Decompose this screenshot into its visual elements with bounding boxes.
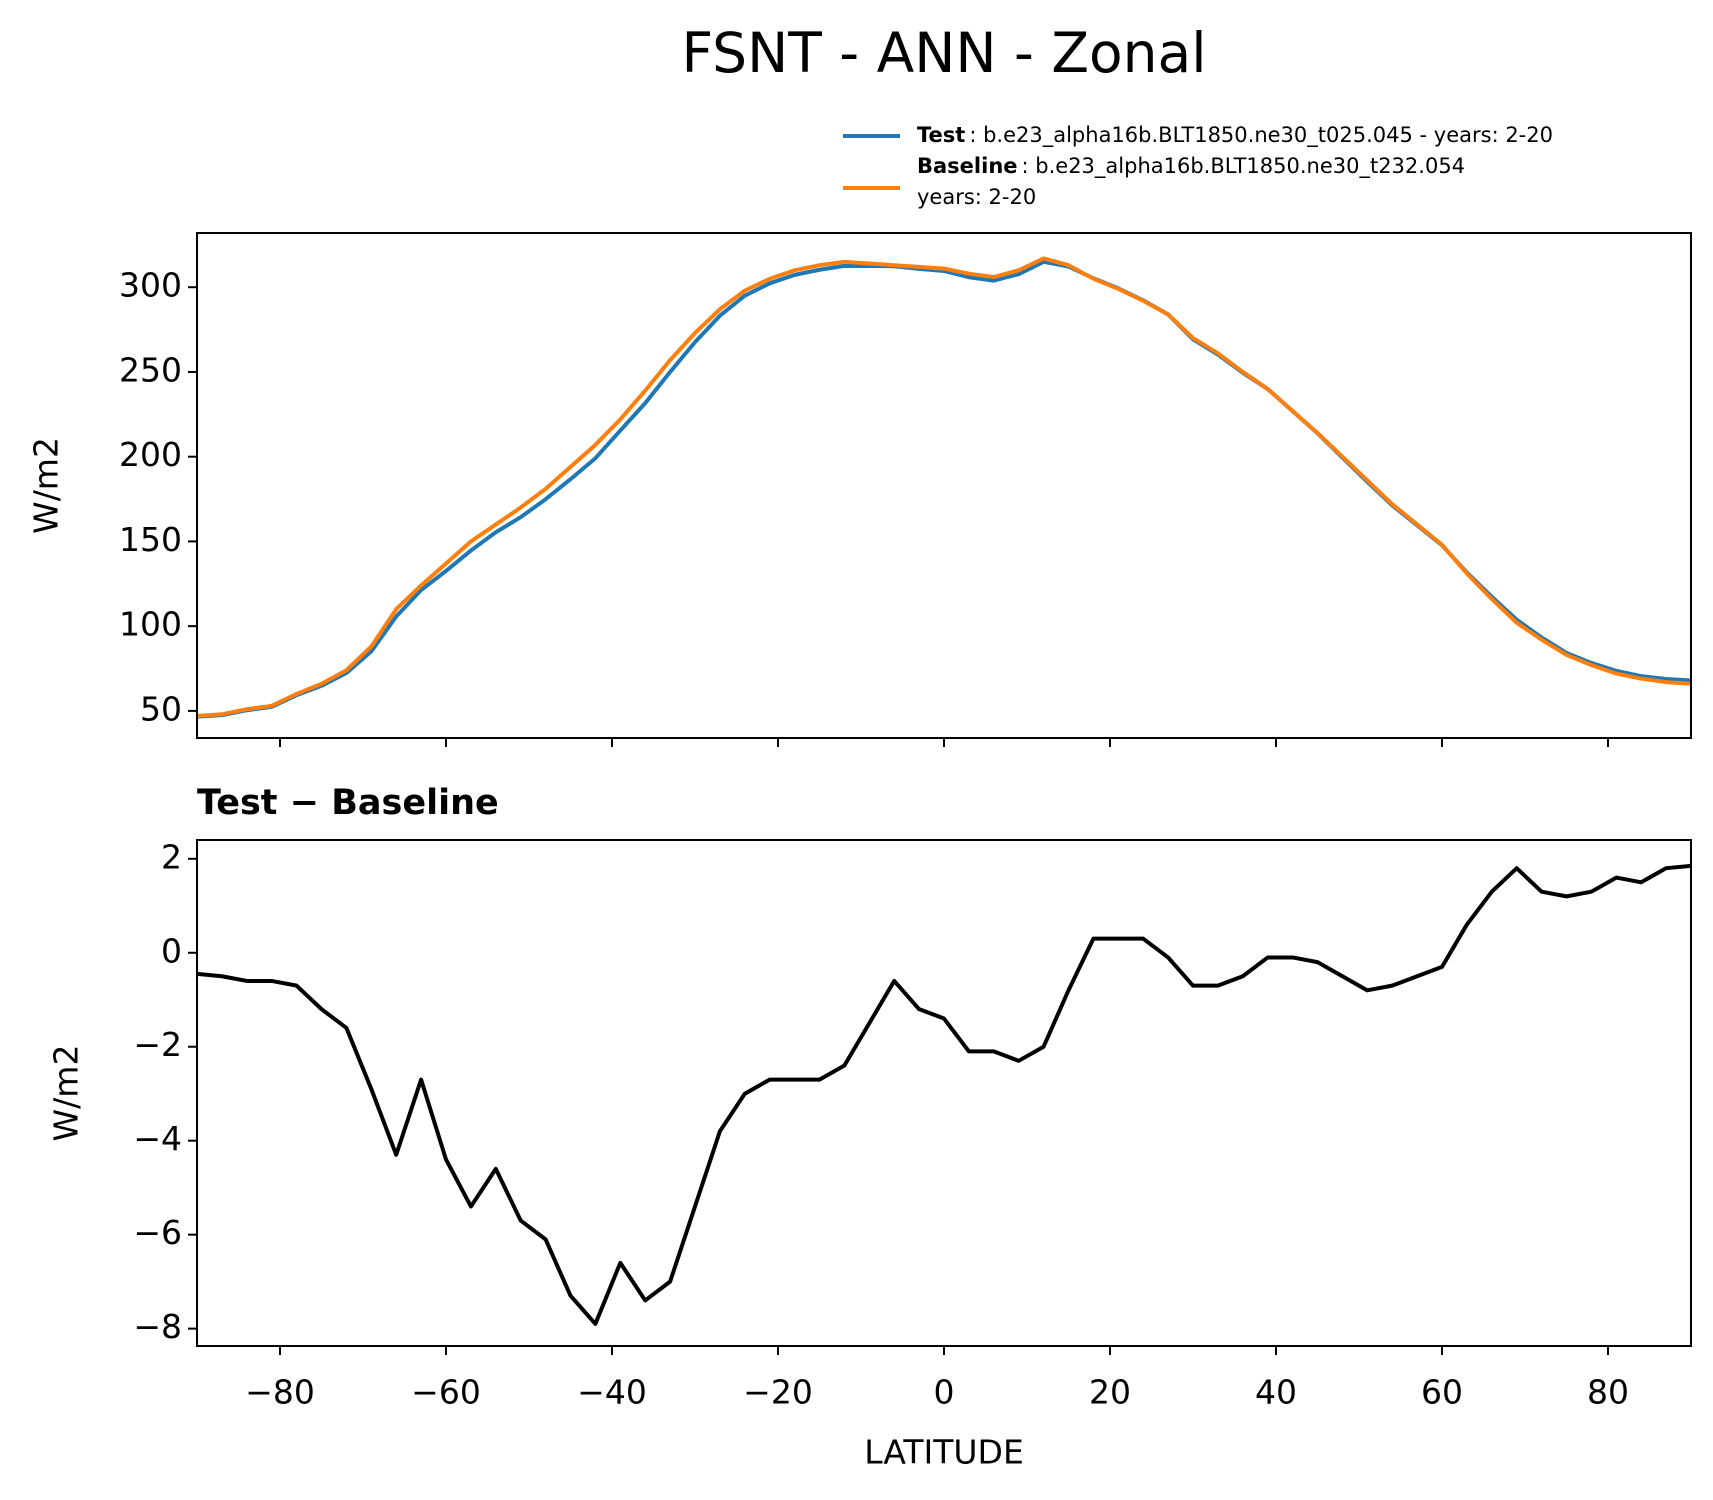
legend-name: Baseline (917, 154, 1018, 178)
x-tick-label: 0 (934, 1373, 955, 1412)
x-tick-label: −20 (743, 1373, 813, 1412)
x-axis-label: LATITUDE (864, 1433, 1024, 1472)
x-tick-label: 40 (1255, 1373, 1297, 1412)
y-tick-label: 0 (161, 931, 182, 970)
data-line (196, 259, 1692, 719)
y-axis-label: W/m2 (47, 1045, 86, 1142)
y-tick-label: 250 (119, 350, 182, 389)
figure-title: FSNT - ANN - Zonal (681, 21, 1206, 85)
legend-text: : b.e23_alpha16b.BLT1850.ne30_t232.054 (1022, 154, 1466, 179)
y-tick-label: 200 (119, 435, 182, 474)
legend-text: : b.e23_alpha16b.BLT1850.ne30_t025.045 -… (969, 123, 1553, 148)
axes-title: Test − Baseline (197, 783, 499, 823)
data-line (196, 863, 1692, 1326)
x-tick-label: 20 (1089, 1373, 1131, 1412)
x-tick-label: 60 (1421, 1373, 1463, 1412)
legend-name: Test (917, 123, 965, 147)
axes-frame (196, 839, 1692, 1347)
axes-frame (196, 232, 1692, 739)
y-tick-label: 300 (119, 266, 182, 305)
y-tick-label: −4 (133, 1119, 182, 1158)
y-tick-label: 2 (161, 837, 182, 876)
x-tick-label: −80 (245, 1373, 315, 1412)
y-tick-label: −6 (133, 1213, 182, 1252)
x-tick-label: −60 (411, 1373, 481, 1412)
x-tick-label: −40 (577, 1373, 647, 1412)
legend-entry: Test: b.e23_alpha16b.BLT1850.ne30_t025.0… (917, 123, 1553, 148)
y-tick-label: −2 (133, 1025, 182, 1064)
y-tick-label: 50 (140, 689, 182, 728)
y-axis-label: W/m2 (27, 437, 66, 534)
legend-text: years: 2-20 (917, 185, 1036, 209)
x-tick-label: 80 (1587, 1373, 1629, 1412)
data-line (196, 256, 1692, 718)
legend-entry: Baseline: b.e23_alpha16b.BLT1850.ne30_t2… (917, 154, 1465, 179)
y-tick-label: 150 (119, 520, 182, 559)
y-tick-label: −8 (133, 1307, 182, 1346)
y-tick-label: 100 (119, 605, 182, 644)
